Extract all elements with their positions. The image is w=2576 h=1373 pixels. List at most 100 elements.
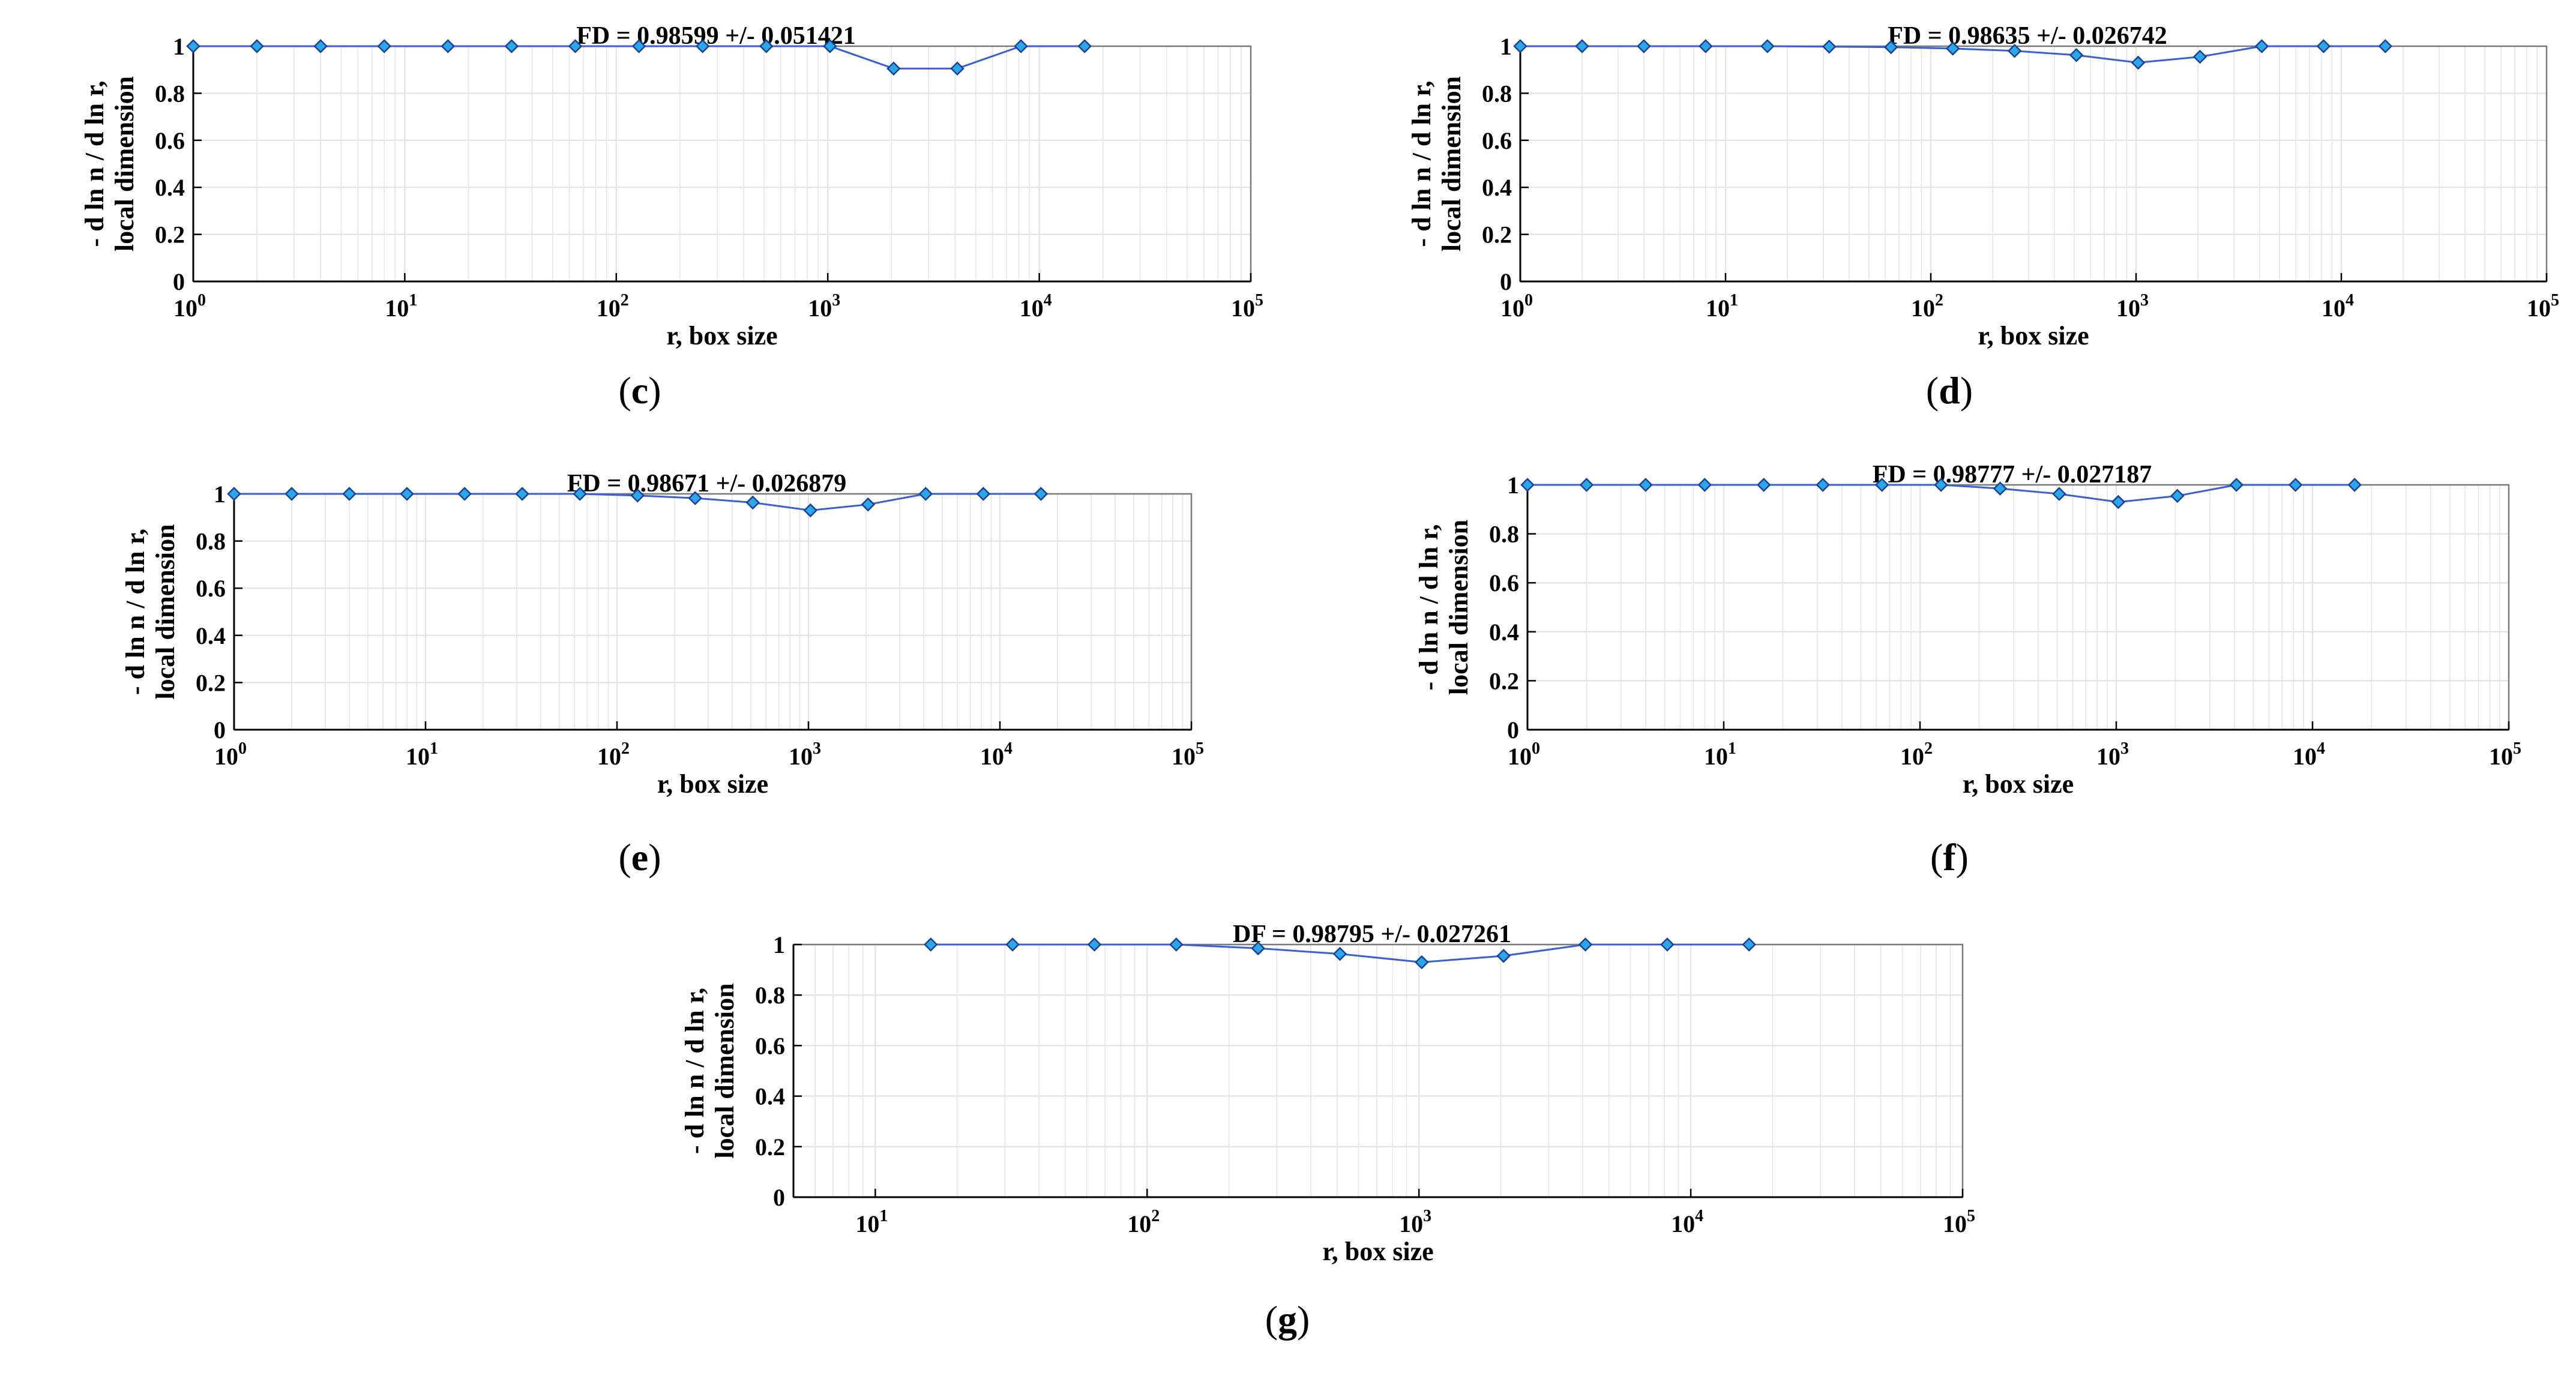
data-point [342,487,357,501]
x-tick-label: 102 [1900,739,1933,770]
x-tick-exponent: 4 [1695,1207,1703,1225]
y-tick-label: 1 [773,931,785,958]
y-tick-label: 0.4 [1482,174,1512,201]
x-tick-base: 10 [1671,1210,1695,1237]
y-tick-label: 0 [1507,717,1519,744]
y-axis-label-line1: - d ln n / d ln r, [121,529,150,695]
data-point [2192,49,2207,64]
x-tick-base: 10 [597,295,621,322]
x-tick-base: 10 [1500,295,1524,322]
y-axis-label-line1: - d ln n / d ln r, [680,988,709,1154]
x-axis-label: r, box size [1963,769,2074,799]
x-tick-label: 101 [385,291,417,322]
x-tick-exponent: 4 [1044,291,1052,310]
panel-caption-letter: d [1939,369,1960,412]
x-tick-exponent: 3 [2140,291,2149,310]
y-tick-label: 0.4 [155,174,185,201]
x-tick-base: 10 [1508,743,1532,770]
x-tick-label: 102 [1911,291,1943,322]
data-point [1169,937,1184,952]
y-tick-label: 0.6 [1489,569,1519,596]
x-tick-base: 10 [808,295,832,322]
y-tick-label: 0.4 [1489,619,1519,646]
y-tick-label: 0.8 [155,80,185,107]
y-tick-label: 0 [773,1184,785,1211]
x-tick-base: 10 [2116,295,2140,322]
data-point [1874,478,1889,492]
panel-caption-letter: e [631,836,648,879]
x-tick-exponent: 1 [1730,291,1738,310]
x-tick-label: 101 [1704,739,1736,770]
data-point [2052,487,2066,501]
data-point [2316,39,2331,53]
y-tick-label: 0 [173,268,185,295]
x-tick-label: 104 [1020,291,1052,322]
data-point [2378,39,2393,53]
x-tick-base: 10 [1943,1210,1967,1237]
x-tick-exponent: 5 [2551,291,2559,310]
data-point [1639,478,1653,492]
x-tick-exponent: 0 [238,739,247,758]
x-tick-base: 10 [1399,1210,1423,1237]
y-tick-label: 1 [1507,472,1519,499]
data-point [1699,39,1713,53]
data-point [1034,487,1049,501]
x-tick-exponent: 5 [1196,739,1204,758]
x-tick-exponent: 3 [2120,739,2129,758]
x-tick-label: 100 [173,291,206,322]
y-tick-label: 0.8 [1489,521,1519,548]
data-point [313,39,328,53]
x-tick-label: 101 [406,739,438,770]
y-tick-label: 1 [1500,33,1512,60]
x-tick-label: 105 [2527,291,2559,322]
x-tick-exponent: 3 [1423,1207,1431,1225]
x-tick-exponent: 0 [197,291,206,310]
y-tick-label: 0 [1500,268,1512,295]
x-tick-exponent: 1 [879,1207,888,1225]
y-tick-label: 0.6 [155,127,185,154]
y-axis-label-line2: local dimension [110,76,139,251]
y-tick-label: 0.4 [755,1083,785,1110]
y-tick-label: 0 [214,717,226,744]
data-point [1660,937,1675,952]
data-point [2007,44,2022,58]
data-point [400,487,414,501]
x-axis-label: r, box size [657,769,768,799]
data-point [1579,478,1594,492]
data-point [1496,949,1511,963]
panel-caption: (d) [1926,369,1973,412]
data-point [515,487,529,501]
data-point [2069,48,2084,62]
y-tick-label: 0.2 [196,669,226,696]
data-point [2170,488,2185,503]
data-point [1087,937,1102,952]
x-tick-exponent: 2 [621,739,630,758]
y-tick-label: 0.2 [755,1134,785,1161]
x-axis-label: r, box size [666,321,777,350]
data-point [1822,40,1837,54]
data-point [803,503,818,518]
panel-caption: (f) [1930,836,1969,879]
x-tick-label: 100 [1500,291,1533,322]
x-tick-base: 10 [214,743,238,770]
data-point [504,39,519,53]
x-tick-base: 10 [1704,743,1728,770]
x-tick-base: 10 [789,743,813,770]
x-tick-label: 104 [2293,739,2325,770]
data-point [924,937,938,952]
x-tick-label: 103 [2116,291,2149,322]
data-point [1637,39,1651,53]
data-point [861,497,876,512]
data-point [688,491,702,505]
data-point [1816,478,1830,492]
y-axis-label-line2: local dimension [1437,76,1466,251]
x-tick-label: 103 [2096,739,2129,770]
x-tick-label: 102 [597,739,630,770]
x-tick-base: 10 [1172,743,1196,770]
data-point [2288,478,2303,492]
data-point [186,39,200,53]
y-tick-label: 0.2 [155,221,185,248]
